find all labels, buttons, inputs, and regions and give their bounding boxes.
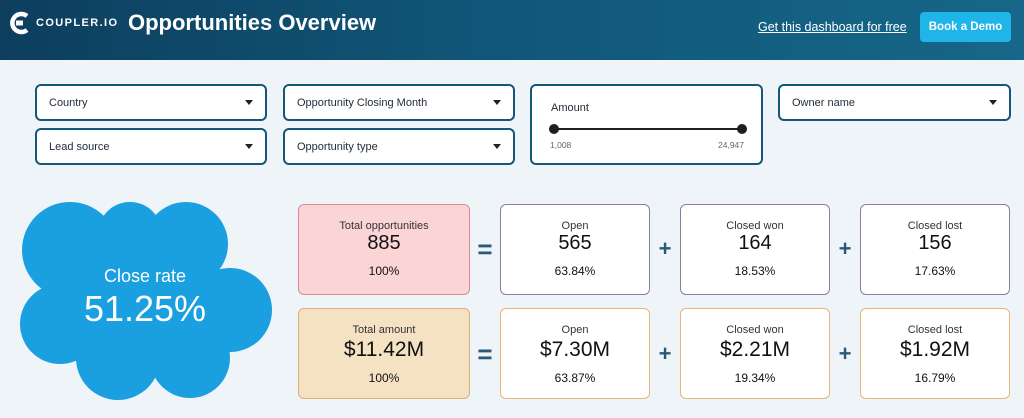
card-label: Closed lost	[907, 324, 963, 336]
card-label: Closed lost	[907, 220, 963, 232]
opportunity-type-filter-label: Opportunity type	[297, 141, 378, 153]
equals-operator: =	[477, 234, 493, 264]
card-percent: 63.84%	[554, 264, 596, 278]
card-value: 164	[738, 232, 772, 254]
card-value: 565	[558, 232, 592, 254]
coupler-logo[interactable]: COUPLER.IO	[6, 10, 126, 38]
card-value: $11.42M	[343, 338, 425, 361]
closed-won-amount-card: Closed won $2.21M 19.34%	[680, 308, 830, 399]
get-dashboard-link[interactable]: Get this dashboard for free	[758, 20, 907, 34]
chevron-down-icon	[493, 100, 501, 105]
chevron-down-icon	[245, 144, 253, 149]
page-title: Opportunities Overview	[128, 10, 377, 35]
owner-name-filter[interactable]: Owner name	[778, 84, 1011, 121]
logo-text: COUPLER.IO	[36, 17, 119, 29]
card-label: Closed won	[726, 324, 784, 336]
card-label: Closed won	[726, 220, 784, 232]
close-rate-value: 51.25%	[83, 288, 207, 329]
card-label: Open	[561, 324, 589, 336]
lead-source-filter[interactable]: Lead source	[35, 128, 267, 165]
plus-operator: +	[838, 236, 852, 261]
book-demo-button[interactable]: Book a Demo	[920, 12, 1011, 42]
amount-min-value: 1,008	[550, 140, 572, 150]
total-opportunities-card: Total opportunities 885 100%	[298, 204, 470, 295]
plus-operator: +	[658, 341, 672, 366]
owner-name-filter-label: Owner name	[792, 97, 855, 109]
amount-slider-max-handle[interactable]	[737, 124, 747, 134]
card-percent: 63.87%	[554, 371, 596, 385]
total-amount-card: Total amount $11.42M 100%	[298, 308, 470, 399]
closing-month-filter[interactable]: Opportunity Closing Month	[283, 84, 515, 121]
card-percent: 16.79%	[914, 371, 956, 385]
card-percent: 100%	[368, 371, 400, 385]
chevron-down-icon	[245, 100, 253, 105]
amount-slider-min-handle[interactable]	[549, 124, 559, 134]
country-filter[interactable]: Country	[35, 84, 267, 121]
open-opportunities-card: Open 565 63.84%	[500, 204, 650, 295]
chevron-down-icon	[989, 100, 997, 105]
closing-month-filter-label: Opportunity Closing Month	[297, 97, 428, 109]
chevron-down-icon	[493, 144, 501, 149]
card-value: 885	[367, 232, 401, 254]
lead-source-filter-label: Lead source	[49, 141, 110, 153]
card-value: $7.30M	[539, 338, 611, 361]
card-label: Total opportunities	[339, 220, 429, 232]
open-amount-card: Open $7.30M 63.87%	[500, 308, 650, 399]
card-label: Total amount	[352, 324, 416, 336]
plus-operator: +	[838, 341, 852, 366]
close-rate-label: Close rate	[103, 266, 187, 286]
close-rate-cloud	[20, 202, 272, 400]
coupler-logo-icon	[10, 11, 29, 35]
amount-filter-label: Amount	[551, 102, 589, 114]
closed-won-opportunities-card: Closed won 164 18.53%	[680, 204, 830, 295]
opportunity-type-filter[interactable]: Opportunity type	[283, 128, 515, 165]
card-percent: 19.34%	[734, 371, 776, 385]
card-value: $1.92M	[899, 338, 971, 361]
card-percent: 18.53%	[734, 264, 776, 278]
plus-operator: +	[658, 236, 672, 261]
amount-max-value: 24,947	[718, 140, 744, 150]
amount-slider-track[interactable]	[554, 128, 742, 130]
card-percent: 17.63%	[914, 264, 956, 278]
header-bar: COUPLER.IO Opportunities Overview Get th…	[0, 0, 1024, 60]
card-value: $2.21M	[719, 338, 791, 361]
amount-range-filter: Amount 1,008 24,947	[530, 84, 763, 165]
equals-operator: =	[477, 339, 493, 369]
country-filter-label: Country	[49, 97, 88, 109]
card-label: Open	[561, 220, 589, 232]
card-value: 156	[918, 232, 952, 254]
card-percent: 100%	[368, 264, 400, 278]
closed-lost-opportunities-card: Closed lost 156 17.63%	[860, 204, 1010, 295]
closed-lost-amount-card: Closed lost $1.92M 16.79%	[860, 308, 1010, 399]
